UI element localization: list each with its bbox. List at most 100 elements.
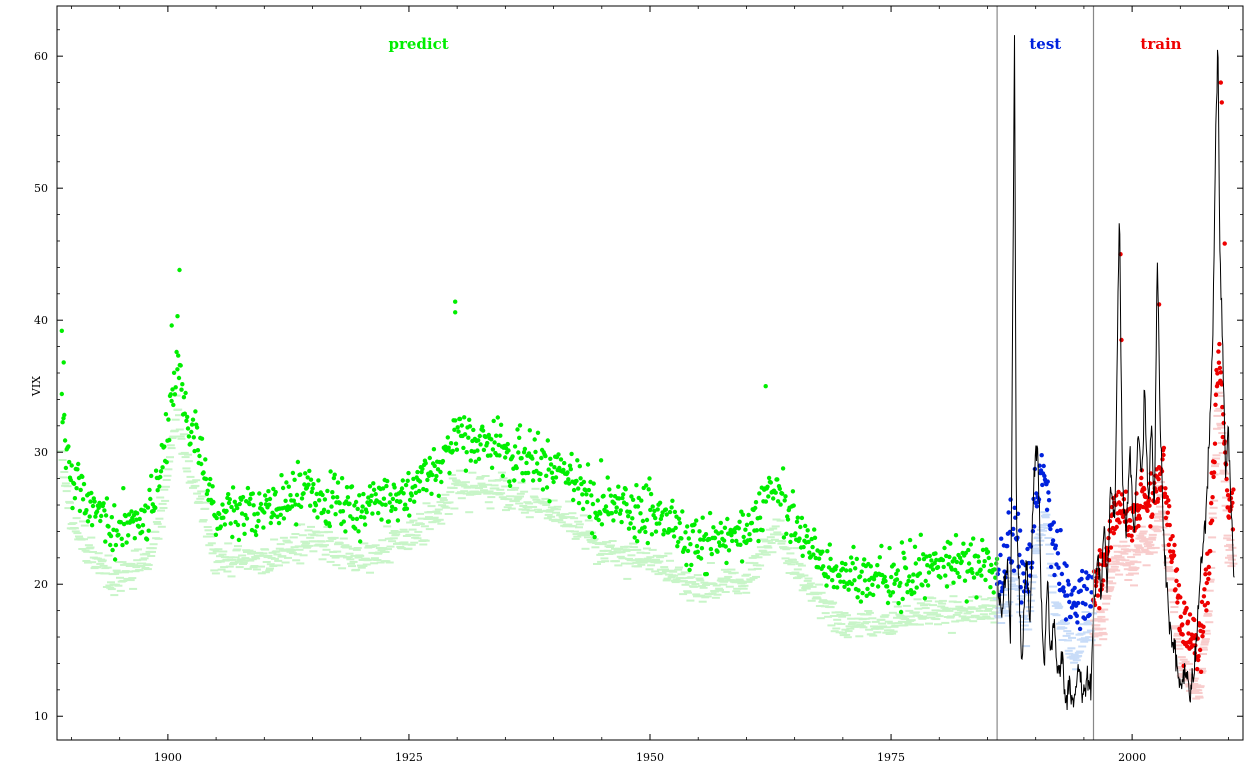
train-halo-mark: [1206, 580, 1215, 583]
predict-halo-mark: [797, 564, 806, 567]
test-point: [1057, 581, 1062, 586]
predict-halo-mark: [169, 435, 178, 438]
train-halo-mark: [1221, 504, 1230, 507]
predict-halo-mark: [252, 557, 261, 560]
predict-halo-mark: [376, 561, 385, 564]
predict-halo-mark: [667, 576, 676, 579]
predict-point: [661, 532, 666, 537]
predict-halo-mark: [887, 622, 896, 625]
train-point: [1145, 508, 1150, 513]
predict-halo-mark: [698, 600, 707, 603]
predict-point: [352, 503, 357, 508]
train-point: [1167, 504, 1172, 509]
train-point: [1097, 548, 1103, 553]
predict-halo-mark: [484, 483, 492, 486]
predict-point: [749, 520, 755, 526]
predict-halo-mark: [640, 560, 649, 563]
predict-halo-mark: [500, 498, 509, 500]
predict-point: [682, 545, 687, 550]
predict-halo-mark: [853, 625, 862, 628]
predict-halo-mark: [788, 558, 797, 561]
x-tick-label: 2000: [1118, 751, 1146, 764]
predict-point: [498, 422, 504, 427]
train-point: [1106, 558, 1112, 563]
predict-halo-mark: [765, 528, 774, 531]
train-halo-mark: [1093, 644, 1102, 647]
predict-point: [865, 586, 870, 592]
predict-point: [62, 412, 67, 418]
predict-halo-mark: [593, 563, 601, 565]
predict-point: [218, 524, 223, 529]
plot-frame: [56, 5, 1244, 741]
predict-halo-mark: [865, 611, 874, 614]
test-halo-mark: [1068, 636, 1076, 639]
train-halo-mark: [1185, 685, 1194, 688]
predict-halo-mark: [947, 615, 956, 618]
predict-halo-mark: [205, 544, 214, 547]
train-point: [1176, 583, 1182, 588]
test-halo-mark: [1044, 537, 1053, 539]
train-point: [1219, 100, 1225, 105]
predict-point: [171, 370, 177, 375]
predict-halo-mark: [111, 572, 120, 575]
predict-halo-mark: [197, 490, 206, 493]
predict-halo-mark: [949, 595, 958, 598]
predict-halo-mark: [669, 570, 678, 573]
predict-point: [59, 328, 64, 333]
predict-point: [718, 520, 723, 526]
predict-point: [244, 516, 250, 521]
test-point: [1089, 590, 1094, 595]
train-point: [1204, 608, 1209, 613]
predict-halo-mark: [575, 523, 584, 526]
predict-halo-mark: [838, 631, 847, 634]
predict-halo-mark: [66, 501, 74, 504]
predict-halo-mark: [216, 560, 225, 563]
predict-halo-mark: [417, 517, 426, 520]
predict-point: [526, 470, 531, 476]
predict-point: [535, 461, 540, 466]
predict-halo-mark: [326, 560, 335, 563]
predict-point: [417, 488, 422, 494]
predict-halo-mark: [257, 572, 266, 575]
predict-halo-mark: [497, 471, 506, 474]
train-point: [1206, 576, 1211, 582]
predict-point: [953, 533, 959, 538]
train-halo-mark: [1126, 562, 1135, 565]
predict-point: [803, 523, 808, 529]
predict-point: [648, 491, 654, 497]
train-point: [1216, 349, 1221, 354]
train-point: [1230, 527, 1236, 532]
predict-point: [740, 512, 746, 517]
predict-point: [894, 577, 900, 582]
train-point: [1119, 337, 1124, 343]
train-halo-mark: [1146, 543, 1155, 546]
predict-halo-mark: [155, 517, 164, 520]
predict-point: [468, 458, 473, 463]
predict-point: [194, 425, 200, 430]
predict-halo-mark: [773, 531, 782, 534]
predict-halo-mark: [802, 585, 810, 588]
region-label-test: test: [1029, 35, 1061, 53]
train-halo-mark: [1215, 407, 1224, 410]
train-halo-mark: [1108, 582, 1117, 585]
predict-point: [480, 428, 486, 433]
test-point: [1077, 626, 1083, 632]
predict-halo-mark: [661, 570, 670, 573]
train-point: [1129, 533, 1134, 538]
predict-point: [199, 436, 205, 441]
train-halo-mark: [1094, 634, 1103, 637]
predict-halo-mark: [259, 552, 268, 555]
predict-point: [153, 505, 158, 510]
predict-point: [739, 559, 745, 564]
predict-halo-mark: [291, 533, 300, 535]
train-halo-mark: [1136, 534, 1145, 537]
predict-point: [857, 574, 863, 579]
predict-halo-mark: [159, 507, 168, 509]
predict-point: [657, 521, 662, 526]
predict-point: [800, 553, 805, 558]
predict-point: [177, 267, 182, 273]
predict-halo-mark: [402, 535, 411, 537]
train-halo-mark: [1100, 618, 1109, 621]
predict-point: [812, 535, 818, 540]
predict-halo-mark: [693, 574, 702, 577]
